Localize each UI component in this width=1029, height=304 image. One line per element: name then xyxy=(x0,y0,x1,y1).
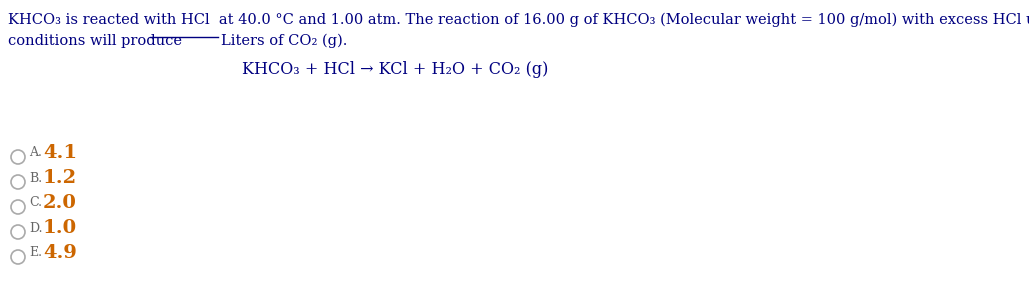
Text: Liters of CO₂ (g).: Liters of CO₂ (g). xyxy=(221,34,348,48)
Text: 4.1: 4.1 xyxy=(43,144,77,162)
Text: E.: E. xyxy=(29,247,42,260)
Text: 1.2: 1.2 xyxy=(43,169,77,187)
Text: 4.9: 4.9 xyxy=(43,244,77,262)
Text: D.: D. xyxy=(29,222,42,234)
Text: 2.0: 2.0 xyxy=(43,194,77,212)
Text: A.: A. xyxy=(29,147,42,160)
Text: 1.0: 1.0 xyxy=(43,219,77,237)
Text: conditions will produce: conditions will produce xyxy=(8,34,182,48)
Text: C.: C. xyxy=(29,196,42,209)
Text: KHCO₃ is reacted with HCl  at 40.0 °C and 1.00 atm. The reaction of 16.00 g of K: KHCO₃ is reacted with HCl at 40.0 °C and… xyxy=(8,13,1029,27)
Text: KHCO₃ + HCl → KCl + H₂O + CO₂ (g): KHCO₃ + HCl → KCl + H₂O + CO₂ (g) xyxy=(242,61,548,78)
Text: B.: B. xyxy=(29,171,42,185)
